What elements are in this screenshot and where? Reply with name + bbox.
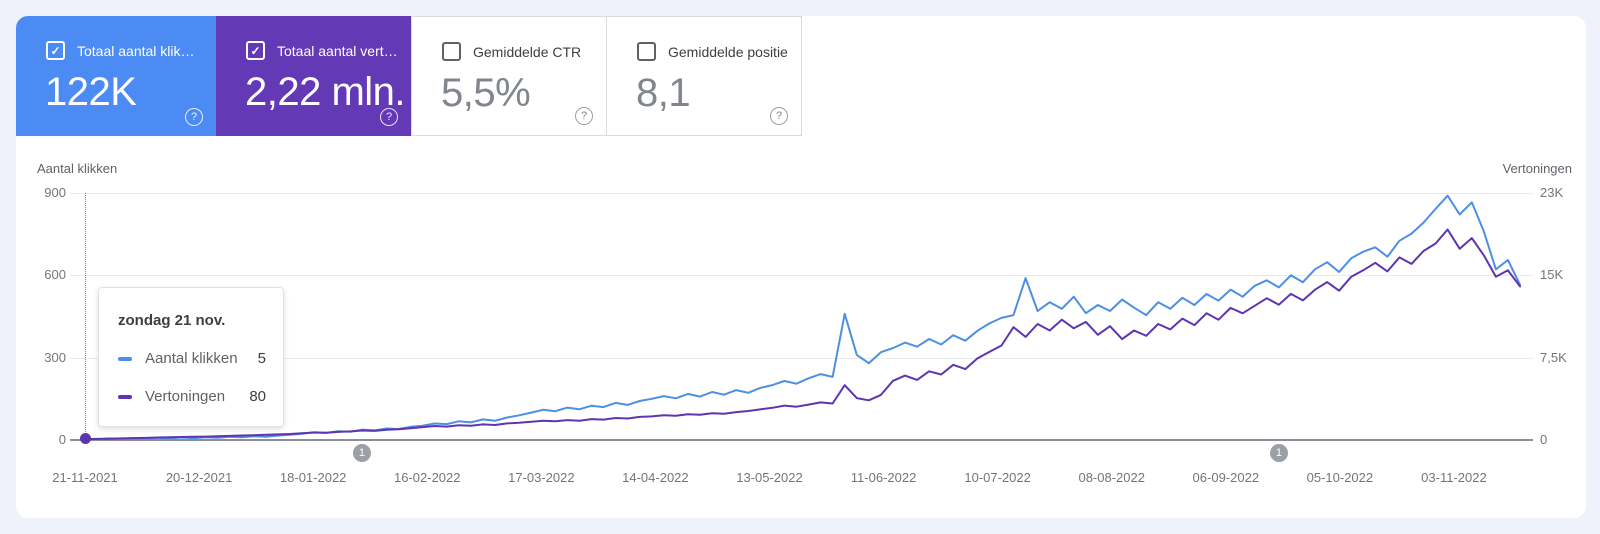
- tooltip-series-value: 5: [257, 350, 266, 367]
- x-axis-label: 05-10-2022: [1306, 470, 1374, 485]
- x-axis-label: 17-03-2022: [508, 470, 575, 485]
- tooltip-series-value: 80: [249, 388, 266, 405]
- metric-card-average-ctr[interactable]: Gemiddelde CTR 5,5% ?: [411, 16, 607, 136]
- x-axis-label: 10-07-2022: [964, 470, 1031, 485]
- tooltip-row-impressions: Vertoningen 80: [118, 388, 266, 405]
- left-axis-tick: 600: [44, 267, 66, 282]
- selected-point-dot: [80, 433, 91, 444]
- checkbox-checked-icon[interactable]: ✓: [246, 41, 265, 60]
- help-icon[interactable]: ?: [575, 107, 593, 125]
- metric-value: 2,22 mln.: [245, 70, 406, 114]
- metric-card-total-impressions[interactable]: ✓ Totaal aantal vert… 2,22 mln. ?: [216, 16, 411, 136]
- clicks-series-dash-icon: [118, 356, 132, 361]
- annotation-marker[interactable]: 1: [1269, 444, 1288, 462]
- metric-card-header: ✓ Totaal aantal klik…: [16, 16, 216, 60]
- metric-value: 5,5%: [441, 71, 531, 115]
- help-icon[interactable]: ?: [380, 108, 398, 126]
- series-svg[interactable]: [84, 193, 1521, 441]
- metric-value: 8,1: [636, 71, 691, 115]
- x-axis-label: 18-01-2022: [279, 470, 347, 485]
- checkbox-unchecked-icon[interactable]: [637, 42, 656, 61]
- x-axis-label: 08-08-2022: [1078, 470, 1145, 485]
- x-axis-label: 21-11-2021: [52, 470, 118, 485]
- gridline: [70, 193, 1533, 194]
- metric-card-header: Gemiddelde positie: [607, 17, 801, 61]
- gridline: [70, 358, 1533, 359]
- gridline: [70, 275, 1533, 276]
- metric-card-average-position[interactable]: Gemiddelde positie 8,1 ?: [606, 16, 802, 136]
- right-axis-tick: 0: [1540, 432, 1548, 447]
- x-axis-label: 11-06-2022: [850, 470, 917, 485]
- checkbox-unchecked-icon[interactable]: [442, 42, 461, 61]
- tooltip-series-label: Vertoningen: [145, 388, 226, 405]
- tooltip-date: zondag 21 nov.: [118, 312, 226, 329]
- metric-card-label: Totaal aantal vert…: [277, 42, 398, 59]
- checkbox-checked-icon[interactable]: ✓: [46, 41, 65, 60]
- impressions-series-dash-icon: [118, 394, 132, 399]
- x-axis-label: 06-09-2022: [1192, 470, 1260, 485]
- metric-card-header: Gemiddelde CTR: [412, 17, 606, 61]
- left-axis-tick: 0: [58, 432, 66, 447]
- metric-card-label: Gemiddelde CTR: [473, 43, 582, 60]
- right-axis-tick: 7,5K: [1540, 350, 1567, 365]
- right-axis-tick: 23K: [1540, 185, 1564, 200]
- selected-date-line: [85, 193, 86, 440]
- metric-card-header: ✓ Totaal aantal vert…: [216, 16, 411, 60]
- zero-gridline: [70, 439, 1533, 441]
- clicks-line: [84, 194, 1521, 441]
- x-axis-label: 03-11-2022: [1421, 470, 1487, 485]
- help-icon[interactable]: ?: [185, 108, 203, 126]
- metrics-bar: ✓ Totaal aantal klik… 122K ? ✓ Totaal aa…: [16, 16, 802, 136]
- help-icon[interactable]: ?: [770, 107, 788, 125]
- left-axis-tick: 900: [44, 185, 66, 200]
- tooltip-series-label: Aantal klikken: [145, 350, 238, 367]
- right-axis-tick: 15K: [1540, 267, 1564, 282]
- metric-card-label: Gemiddelde positie: [668, 43, 788, 60]
- metric-card-total-clicks[interactable]: ✓ Totaal aantal klik… 122K ?: [16, 16, 216, 136]
- x-axis-label: 16-02-2022: [393, 470, 461, 485]
- tooltip-row-clicks: Aantal klikken 5: [118, 350, 266, 367]
- annotation-marker[interactable]: 1: [352, 444, 371, 462]
- x-axis-label: 14-04-2022: [622, 470, 689, 485]
- chart-tooltip: zondag 21 nov. Aantal klikken 5 Vertonin…: [98, 287, 284, 427]
- impressions-line: [84, 228, 1521, 441]
- right-axis-title: Vertoningen: [1502, 161, 1572, 176]
- metric-card-label: Totaal aantal klik…: [77, 42, 195, 59]
- left-axis-title: Aantal klikken: [37, 161, 118, 176]
- x-axis-label: 20-12-2021: [165, 470, 233, 485]
- x-axis-label: 13-05-2022: [736, 470, 803, 485]
- left-axis-tick: 300: [44, 350, 66, 365]
- metric-value: 122K: [45, 70, 137, 114]
